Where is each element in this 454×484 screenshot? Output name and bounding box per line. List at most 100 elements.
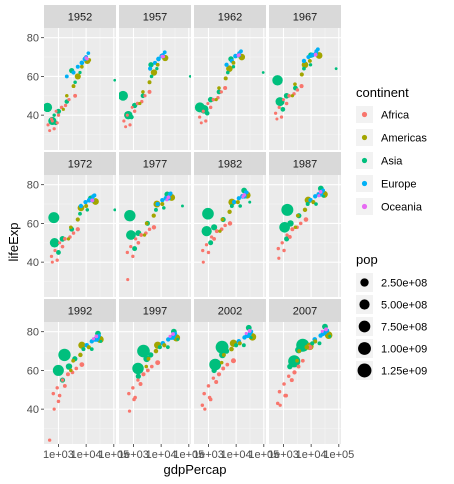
y-tick-label: 80 [27,180,39,192]
data-point-africa [145,368,150,373]
data-point-asia [52,364,64,376]
data-point-oceania [162,55,166,59]
data-point-asia [223,348,230,354]
data-point-americas [226,65,233,72]
data-point-africa [47,438,52,442]
x-tick-label: 1e+04 [221,449,252,461]
data-point-asia [322,194,326,198]
data-point-asia [310,341,315,346]
data-point-asia [334,67,338,71]
x-tick-label: 1e+03 [43,449,74,461]
x-tick-label: 1e+04 [71,449,102,461]
data-point-africa [52,127,56,131]
data-point-africa [219,90,223,94]
data-point-asia [162,206,166,210]
data-point-asia [211,224,218,231]
data-point-americas [144,221,149,226]
data-point-africa [50,260,54,264]
points-layer [44,51,116,133]
data-point-americas [69,368,73,373]
data-point-africa [79,362,85,367]
data-point-africa [56,113,61,117]
y-tick-label: 80 [27,327,39,339]
data-point-asia [202,207,214,220]
data-point-africa [62,383,67,388]
data-point-asia [249,335,253,339]
data-point-africa [273,111,278,115]
data-point-americas [66,237,71,241]
data-point-africa [124,125,128,129]
data-point-asia [148,62,154,68]
facet-strip [44,299,116,322]
facet-strip [194,299,266,322]
data-point-africa [285,233,289,237]
data-point-africa [67,98,71,102]
data-point-africa [284,101,289,106]
data-point-africa [208,105,213,110]
data-point-americas [227,209,232,214]
data-point-africa [63,103,68,108]
data-point-asia [261,71,265,74]
data-point-americas [295,358,299,363]
data-point-africa [132,109,137,113]
data-point-africa [129,245,133,249]
legend: continent Africa Americas Asia Europe Oceania… [356,85,427,380]
data-point-africa [49,254,54,258]
data-point-europe [71,70,76,75]
data-point-africa [216,372,222,377]
size-legend-swatch [360,278,369,287]
facet-strip [194,152,266,175]
data-point-africa [275,117,279,121]
size-legend-swatch [357,363,372,378]
facet-strip [119,5,191,28]
data-point-europe [301,58,307,64]
data-point-americas [75,217,80,222]
data-point-africa [198,115,202,119]
data-point-africa [277,256,281,260]
data-point-oceania [318,189,323,194]
data-point-europe [239,49,243,54]
data-point-americas [311,200,316,205]
data-point-africa [136,240,141,245]
data-point-europe [166,337,171,342]
data-point-africa [74,366,79,371]
data-point-africa [287,374,291,378]
data-point-africa [139,233,144,237]
data-point-europe [231,199,237,205]
legend-label: Asia [381,156,403,168]
data-point-americas [78,341,86,349]
data-point-americas [147,80,152,85]
data-point-asia [248,200,252,204]
data-point-asia [89,347,94,351]
data-point-africa [207,395,212,400]
data-point-africa [130,105,134,109]
panel-background [119,322,191,444]
data-point-asia [56,250,61,255]
data-point-africa [52,407,56,411]
data-point-asia [135,373,141,379]
points-layer [119,50,191,129]
data-point-africa [54,109,58,113]
x-tick-label: 1e+05 [248,449,279,461]
points-layer [276,185,328,260]
data-point-africa [227,221,233,226]
data-point-africa [206,384,211,388]
data-point-europe [148,66,153,71]
data-point-americas [151,213,156,218]
legend-swatch [361,157,368,164]
data-point-africa [278,403,282,407]
data-point-oceania [237,53,241,57]
data-point-africa [303,217,309,222]
x-axis-title: gdpPercap [164,462,227,477]
data-point-europe [79,60,85,66]
data-point-africa [296,364,301,369]
facet-panel-1962: 1962 [194,5,266,150]
data-point-africa [201,248,205,253]
legend-label: Americas [381,133,427,145]
data-point-africa [135,101,140,106]
size-legend-label: 5.00e+08 [381,300,427,312]
facet-strip-label: 1992 [68,306,92,318]
points-layer [200,324,257,411]
facet-strip-label: 1987 [293,159,317,171]
